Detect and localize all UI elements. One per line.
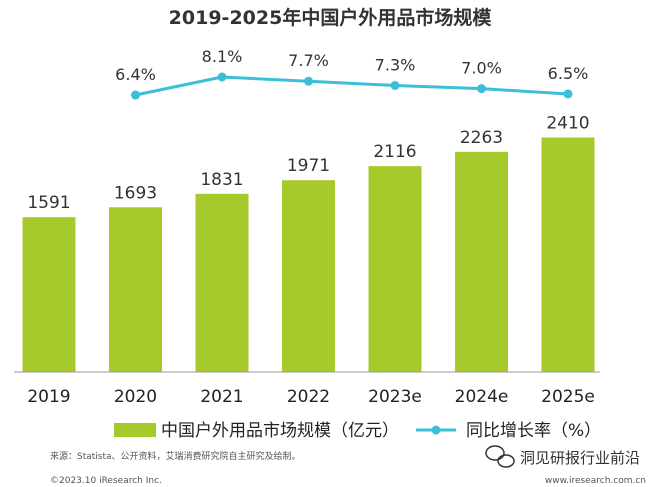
growth-rate-point-2024e	[477, 84, 486, 94]
growth-rate-point-2023e	[390, 80, 400, 90]
source-note: 来源：Statista、公开资料，艾瑞消费研究院自主研究及绘制。	[50, 450, 301, 462]
bar-2021	[195, 193, 249, 372]
legend-line-marker	[431, 425, 441, 435]
bar-value-label-2020: 1693	[114, 183, 157, 203]
x-tick-2019: 2019	[27, 387, 70, 407]
copyright-text: ©2023.10 iResearch Inc.	[50, 476, 162, 486]
bar-2024e	[455, 151, 508, 372]
x-axis-ticks: 2019 2020 2021 2022 2023e 2024e 2025e	[27, 387, 595, 407]
legend: 中国户外用品市场规模（亿元） 同比增长率（%）	[114, 421, 601, 441]
bar-value-label-2022: 1971	[287, 156, 330, 176]
x-tick-2020: 2020	[114, 387, 157, 407]
bar-value-label-2019: 1591	[27, 193, 70, 213]
market-size-series: 1591 1693 1831 1971 2116 2263 2410	[22, 114, 595, 372]
growth-rate-point-2025e	[563, 89, 573, 99]
legend-bar-swatch	[114, 423, 156, 437]
chart-title: 2019-2025年中国户外用品市场规模	[169, 6, 493, 29]
growth-rate-point-2020	[131, 90, 140, 100]
x-tick-2022: 2022	[287, 387, 330, 407]
growth-rate-point-2021	[217, 72, 227, 82]
growth-rate-line	[135, 75, 569, 97]
growth-rate-label-2022: 7.7%	[288, 51, 329, 70]
legend-bar-label: 中国户外用品市场规模（亿元）	[161, 421, 399, 441]
wechat-icon	[485, 445, 515, 468]
bar-value-label-2023e: 2116	[373, 142, 416, 162]
bar-value-label-2021: 1831	[200, 170, 243, 190]
bar-2019	[22, 217, 76, 372]
x-tick-2025e: 2025e	[541, 387, 595, 407]
bar-2020	[109, 207, 162, 372]
growth-rate-label-2020: 6.4%	[115, 65, 156, 84]
x-tick-2023e: 2023e	[368, 387, 422, 407]
bar-2023e	[368, 166, 422, 372]
bar-2025e	[541, 137, 595, 372]
growth-rate-point-2022	[304, 76, 313, 86]
growth-rate-series: 6.4% 8.1% 7.7% 7.3% 7.0% 6.5%	[115, 47, 588, 100]
bar-2022	[282, 180, 335, 372]
growth-rate-label-2023e: 7.3%	[375, 55, 416, 74]
growth-rate-label-2025e: 6.5%	[548, 64, 589, 83]
x-tick-2021: 2021	[200, 387, 243, 407]
wechat-account-name: 洞见研报行业前沿	[520, 449, 640, 467]
growth-rate-label-2024e: 7.0%	[461, 59, 502, 78]
legend-line-label: 同比增长率（%）	[466, 421, 601, 441]
growth-rate-label-2021: 8.1%	[202, 47, 243, 66]
bar-value-label-2025e: 2410	[546, 114, 589, 134]
website-text: www.iresearch.com.cn	[545, 476, 646, 486]
wechat-watermark: 洞见研报行业前沿	[485, 445, 640, 468]
x-tick-2024e: 2024e	[455, 387, 509, 407]
bar-value-label-2024e: 2263	[460, 128, 503, 148]
